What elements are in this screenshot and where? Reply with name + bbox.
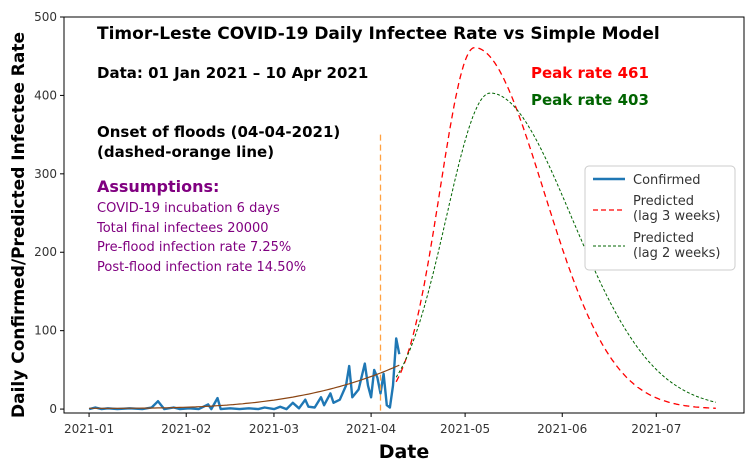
date-range-label: Data: 01 Jan 2021 – 10 Apr 2021 (97, 64, 368, 82)
y-axis-ticks: 0 100 200 300 400 500 (34, 10, 64, 416)
x-tick-label: 2021-07 (631, 422, 681, 436)
y-tick-label: 0 (49, 402, 57, 416)
legend-sublabel-lag3: (lag 3 weeks) (633, 209, 720, 224)
peak-rate-red-label: Peak rate 461 (531, 64, 649, 82)
x-tick-label: 2021-05 (440, 422, 490, 436)
assumption-preflood-rate: Pre-flood infection rate 7.25% (97, 240, 291, 255)
y-tick-label: 100 (34, 324, 57, 338)
legend-label-predicted-lag2: Predicted (633, 231, 694, 246)
x-tick-label: 2021-06 (537, 422, 587, 436)
legend: Confirmed Predicted (lag 3 weeks) Predic… (584, 165, 736, 271)
series-layer (88, 46, 716, 411)
flood-annotation-line1: Onset of floods (04-04-2021) (97, 123, 340, 141)
assumptions-title: Assumptions: (97, 177, 219, 196)
x-axis-ticks: 2021-01 2021-02 2021-03 2021-04 2021-05 2021-… (64, 413, 681, 436)
x-axis-label: Date (379, 441, 430, 463)
chart-title: Timor-Leste COVID-19 Daily Infectee Rate… (97, 24, 660, 44)
model-fit-line (89, 364, 400, 409)
assumption-postflood-rate: Post-flood infection rate 14.50% (97, 260, 306, 275)
y-tick-label: 200 (34, 245, 57, 259)
y-axis-label: Daily Confirmed/Predicted Infectee Rate (9, 32, 29, 418)
predicted-lag2-line (395, 92, 716, 403)
y-tick-label: 400 (34, 88, 57, 102)
legend-sublabel-lag2: (lag 2 weeks) (633, 246, 720, 261)
predicted-lag3-line (395, 46, 716, 409)
legend-label-predicted-lag3: Predicted (633, 194, 694, 209)
legend-box (584, 165, 736, 271)
x-tick-label: 2021-04 (346, 422, 396, 436)
legend-label-confirmed: Confirmed (633, 173, 701, 188)
assumption-total-infectees: Total final infectees 20000 (96, 221, 269, 236)
assumption-incubation: COVID-19 incubation 6 days (97, 201, 280, 216)
flood-annotation-line2: (dashed-orange line) (97, 143, 274, 161)
x-tick-label: 2021-03 (249, 422, 299, 436)
x-tick-label: 2021-02 (161, 422, 211, 436)
confirmed-series-line (88, 337, 401, 411)
x-tick-label: 2021-01 (64, 422, 114, 436)
peak-rate-green-label: Peak rate 403 (531, 91, 649, 109)
y-tick-label: 300 (34, 167, 57, 181)
y-tick-label: 500 (34, 10, 57, 24)
